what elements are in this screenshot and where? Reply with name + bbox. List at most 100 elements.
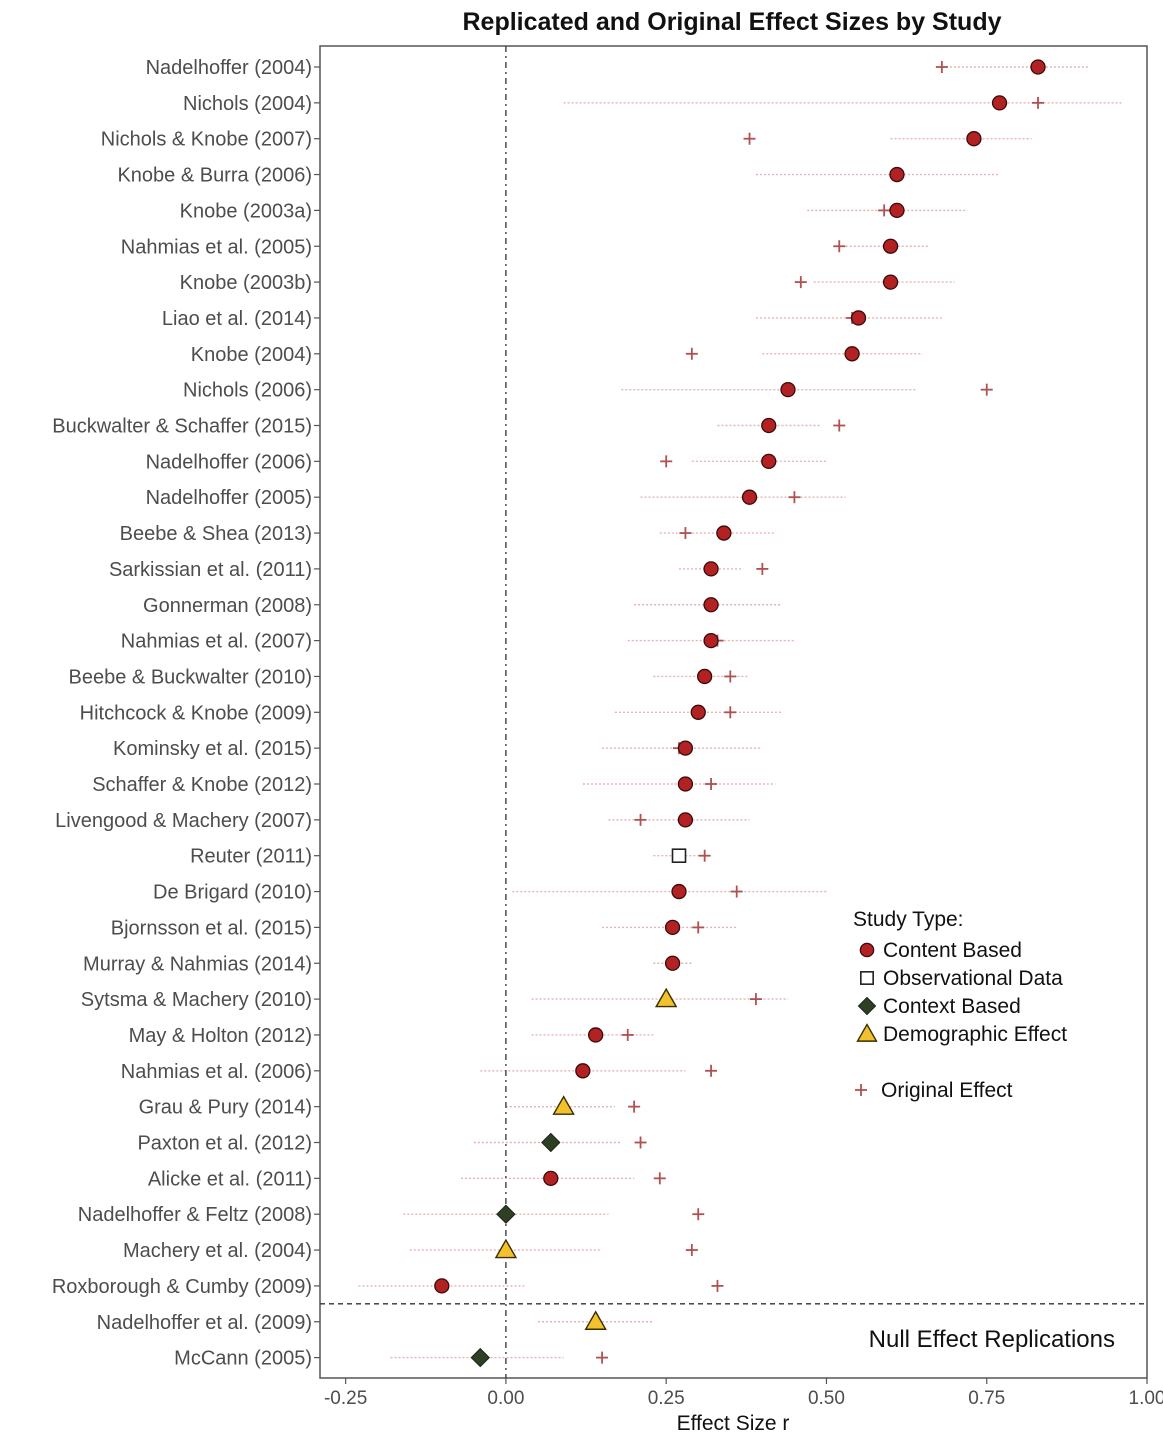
replicated-effect-point	[991, 95, 1008, 111]
legend: Study Type: Content Based Observational D…	[853, 908, 1067, 1102]
study-label: Sarkissian et al. (2011)	[109, 559, 312, 581]
original-effect-mark	[724, 706, 737, 719]
original-effect-mark	[749, 993, 762, 1006]
study-label: Knobe & Burra (2006)	[117, 165, 312, 187]
study-label: De Brigard (2010)	[153, 882, 312, 904]
replicated-effect-point	[690, 704, 706, 720]
study-label: Beebe & Buckwalter (2010)	[69, 666, 312, 688]
study-label: Kominsky et al. (2015)	[113, 738, 312, 760]
replicated-effect-point	[552, 1095, 575, 1115]
x-tick-label: 0.00	[487, 1388, 524, 1409]
study-label: Schaffer & Knobe (2012)	[92, 774, 312, 796]
replicated-effect-point	[575, 1063, 591, 1079]
original-effect-mark	[730, 885, 743, 898]
study-label: Sytsma & Machery (2010)	[81, 989, 312, 1011]
confidence-intervals	[358, 66, 1122, 1359]
replicated-effect-point	[470, 1347, 490, 1368]
original-effect-mark	[679, 527, 692, 540]
replicated-effect-point	[889, 166, 905, 183]
original-effect-mark	[756, 562, 769, 575]
replicated-effect-point	[703, 632, 719, 649]
replicated-effect-point	[741, 489, 758, 505]
original-effect-mark	[833, 240, 846, 253]
legend-key	[857, 996, 877, 1016]
study-label: Nadelhoffer et al. (2009)	[97, 1312, 312, 1334]
replicated-effect-point	[434, 1278, 450, 1294]
x-axis-label: Effect Size r	[677, 1412, 790, 1435]
original-effect-mark	[685, 1244, 698, 1257]
replicated-effect-point	[697, 668, 713, 685]
study-label: Paxton et al. (2012)	[137, 1133, 312, 1155]
replicated-effect-point	[966, 131, 982, 147]
chart-title: Replicated and Original Effect Sizes by …	[462, 8, 1001, 36]
study-label: Reuter (2011)	[190, 846, 312, 868]
original-effect-mark	[935, 61, 948, 73]
replicated-effect-point	[671, 848, 687, 864]
study-label: Murray & Nahmias (2014)	[83, 953, 312, 975]
legend-label-original: Original Effect	[881, 1079, 1013, 1102]
replicated-effect-point	[882, 274, 899, 290]
original-effect-mark	[692, 1208, 705, 1221]
original-effect-mark	[705, 1064, 718, 1077]
x-tick-label: -0.25	[324, 1388, 367, 1409]
original-effect-mark	[788, 491, 801, 504]
original-effect-mark	[724, 670, 737, 683]
legend-key	[860, 971, 874, 985]
study-label: Bjornsson et al. (2015)	[111, 917, 312, 939]
replicated-effect-point	[889, 202, 905, 219]
replicated-effect-point	[677, 740, 694, 756]
original-effect-mark	[794, 276, 807, 289]
original-effect-mark	[705, 778, 718, 790]
original-effect-mark	[833, 419, 846, 432]
replicated-effect-point	[716, 525, 732, 541]
original-effect-mark	[660, 455, 673, 468]
replicated-effect-point	[541, 1132, 561, 1153]
original-effect-mark	[653, 1172, 666, 1185]
study-label: Liao et al. (2014)	[162, 308, 312, 330]
original-effect-mark	[621, 1028, 634, 1041]
study-label: May & Holton (2012)	[129, 1025, 312, 1047]
study-label: Nadelhoffer (2004)	[146, 57, 312, 79]
study-label: Hitchcock & Knobe (2009)	[80, 702, 312, 724]
replicated-effect-point	[584, 1310, 607, 1330]
legend-label: Context Based	[883, 995, 1021, 1018]
study-label: Buckwalter & Schaffer (2015)	[52, 416, 312, 438]
study-label: Nadelhoffer (2005)	[146, 487, 312, 509]
null-section-label: Null Effect Replications	[869, 1326, 1115, 1353]
study-label: Knobe (2004)	[191, 344, 312, 366]
x-tick-label: 1.00	[1129, 1388, 1163, 1409]
x-tick-label: 0.50	[808, 1388, 845, 1409]
original-effect-mark	[1032, 96, 1045, 109]
study-label: Gonnerman (2008)	[143, 595, 312, 617]
study-label: Knobe (2003a)	[180, 200, 312, 222]
original-effect-mark	[980, 383, 993, 396]
legend-label: Observational Data	[883, 967, 1063, 990]
replicated-effect-point	[588, 1027, 604, 1043]
replicated-effects	[434, 59, 1046, 1368]
study-labels: Nadelhoffer (2004) Nichols (2004) Nichols …	[52, 57, 320, 1370]
replicated-effect-point	[761, 417, 777, 434]
replicated-effect-point	[850, 310, 867, 326]
replicated-effect-point	[761, 453, 777, 470]
replicated-effect-point	[671, 883, 687, 900]
replicated-effect-point	[664, 919, 681, 936]
original-effect-mark	[685, 347, 698, 360]
legend-key	[856, 1023, 878, 1042]
study-label: Nahmias et al. (2005)	[121, 236, 312, 258]
x-tick-label: 0.25	[648, 1388, 685, 1409]
replicated-effect-point	[1030, 59, 1046, 75]
study-label: McCann (2005)	[174, 1348, 312, 1370]
study-label: Knobe (2003b)	[180, 272, 312, 294]
replicated-effect-point	[654, 987, 678, 1008]
x-tick-label: 0.75	[968, 1388, 1005, 1409]
replicated-effect-point	[494, 1238, 518, 1259]
original-effect-mark	[743, 132, 756, 145]
replicated-effect-point	[703, 561, 719, 577]
replicated-effect-point	[780, 381, 796, 398]
replicated-effect-point	[677, 776, 694, 792]
original-effect-mark	[628, 1100, 641, 1113]
study-label: Nichols & Knobe (2007)	[101, 129, 312, 151]
original-effect-mark	[634, 813, 647, 826]
study-label: Nichols (2004)	[183, 93, 312, 115]
